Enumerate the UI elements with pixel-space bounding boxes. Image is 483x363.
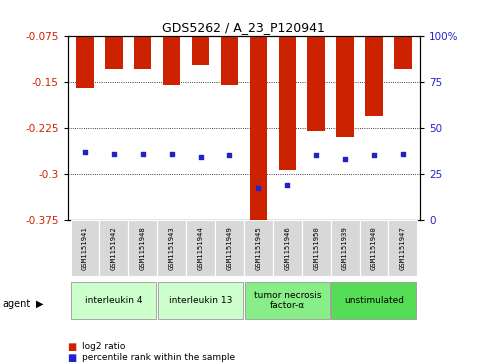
Bar [331, 220, 359, 276]
Bar [245, 282, 330, 319]
Text: interleukin 13: interleukin 13 [169, 296, 232, 305]
Text: GSM1151945: GSM1151945 [256, 226, 261, 270]
Bar [71, 220, 99, 276]
Bar [388, 220, 417, 276]
Text: unstimulated: unstimulated [344, 296, 404, 305]
Text: percentile rank within the sample: percentile rank within the sample [82, 353, 235, 362]
Text: ▶: ▶ [36, 299, 44, 309]
Bar [273, 220, 302, 276]
Text: tumor necrosis
factor-α: tumor necrosis factor-α [254, 291, 321, 310]
Bar [99, 220, 128, 276]
Bar [215, 220, 244, 276]
Text: GSM1151947: GSM1151947 [400, 226, 406, 270]
Text: GSM1151950: GSM1151950 [313, 226, 319, 270]
Text: ■: ■ [68, 352, 77, 363]
Bar [158, 282, 243, 319]
Bar [134, 0, 152, 69]
Bar [128, 220, 157, 276]
Point [370, 152, 378, 158]
Text: GSM1151949: GSM1151949 [227, 226, 232, 270]
Point [226, 152, 233, 158]
Text: GSM1151944: GSM1151944 [198, 226, 203, 270]
Point [341, 156, 349, 162]
Point [313, 152, 320, 158]
Text: ■: ■ [68, 342, 77, 352]
Text: agent: agent [2, 299, 30, 309]
Point [110, 151, 118, 156]
Text: GSM1151943: GSM1151943 [169, 226, 175, 270]
Point [399, 151, 407, 156]
Text: GSM1151941: GSM1151941 [82, 226, 88, 270]
Bar [244, 220, 273, 276]
Text: GSM1151942: GSM1151942 [111, 226, 117, 270]
Text: GSM1151948: GSM1151948 [140, 226, 146, 270]
Text: log2 ratio: log2 ratio [82, 342, 126, 351]
Point [81, 149, 89, 155]
Text: interleukin 4: interleukin 4 [85, 296, 142, 305]
Point [197, 154, 204, 160]
Bar [336, 0, 354, 137]
Text: GSM1151940: GSM1151940 [371, 226, 377, 270]
Bar [308, 0, 325, 131]
Bar [221, 0, 238, 85]
Bar [157, 220, 186, 276]
Point [168, 151, 175, 156]
Bar [302, 220, 331, 276]
Point [255, 185, 262, 191]
Bar [331, 282, 416, 319]
Bar [192, 0, 209, 65]
Point [139, 151, 147, 156]
Point [284, 182, 291, 188]
Bar [250, 0, 267, 221]
Text: GSM1151946: GSM1151946 [284, 226, 290, 270]
Bar [163, 0, 180, 85]
Bar [186, 220, 215, 276]
Title: GDS5262 / A_23_P120941: GDS5262 / A_23_P120941 [162, 21, 326, 34]
Bar [365, 0, 383, 116]
Bar [279, 0, 296, 170]
Bar [76, 0, 94, 88]
Bar [359, 220, 388, 276]
Bar [105, 0, 123, 69]
Bar [394, 0, 412, 69]
Bar [71, 282, 156, 319]
Text: GSM1151939: GSM1151939 [342, 226, 348, 270]
